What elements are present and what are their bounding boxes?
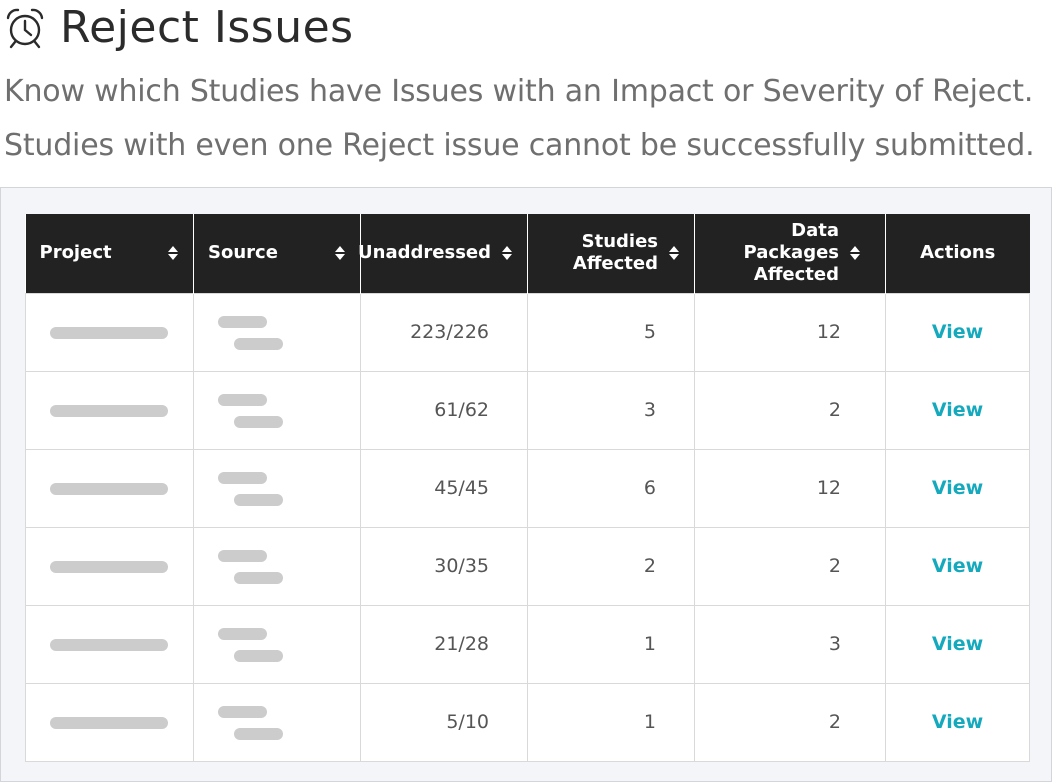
source-placeholder <box>218 705 267 718</box>
table-row: 5/10 1 2 View <box>25 682 1030 762</box>
source-placeholder <box>234 415 283 428</box>
source-cell <box>193 526 361 606</box>
column-label-packages-line2: Affected <box>753 264 839 286</box>
data-packages-affected-cell: 2 <box>694 526 886 606</box>
project-cell <box>25 292 194 372</box>
reject-issues-table: Project Source Unaddressed <box>25 214 1030 762</box>
source-cell <box>193 604 361 684</box>
source-placeholder <box>218 549 267 562</box>
project-placeholder <box>50 716 168 729</box>
source-cell <box>193 292 361 372</box>
column-label-packages-line1: Data Packages <box>743 220 839 264</box>
description-line-1: Know which Studies have Issues with an I… <box>4 74 1034 109</box>
source-placeholder <box>234 571 283 584</box>
sort-icon[interactable] <box>668 245 680 261</box>
column-label-source: Source <box>208 242 278 264</box>
source-placeholder <box>234 337 283 350</box>
description-line-2: Studies with even one Reject issue canno… <box>4 128 1035 163</box>
sort-icon[interactable] <box>167 245 179 261</box>
actions-cell: View <box>885 526 1030 606</box>
source-placeholder <box>234 649 283 662</box>
unaddressed-cell: 61/62 <box>360 370 528 450</box>
column-label-actions: Actions <box>920 242 996 264</box>
unaddressed-cell: 5/10 <box>360 682 528 762</box>
source-placeholder <box>218 471 267 484</box>
table-body: 223/226 5 12 View 61/62 3 2 View 45/45 6 12 View 30/… <box>25 292 1030 762</box>
source-placeholder <box>234 493 283 506</box>
source-cell <box>193 370 361 450</box>
column-label-project: Project <box>39 242 112 264</box>
project-placeholder <box>50 482 168 495</box>
source-cell <box>193 448 361 528</box>
alarm-clock-icon <box>6 8 44 49</box>
studies-affected-cell: 1 <box>527 682 695 762</box>
actions-cell: View <box>885 682 1030 762</box>
actions-cell: View <box>885 448 1030 528</box>
column-header-studies-affected[interactable]: Studies Affected <box>527 214 695 293</box>
unaddressed-cell: 223/226 <box>360 292 528 372</box>
sort-icon[interactable] <box>849 245 861 261</box>
sort-icon[interactable] <box>501 245 513 261</box>
table-row: 61/62 3 2 View <box>25 370 1030 450</box>
project-placeholder <box>50 404 168 417</box>
table-row: 21/28 1 3 View <box>25 604 1030 684</box>
data-packages-affected-cell: 3 <box>694 604 886 684</box>
column-label-studies-affected: Studies Affected <box>573 231 658 275</box>
studies-affected-cell: 5 <box>527 292 695 372</box>
source-cell <box>193 682 361 762</box>
actions-cell: View <box>885 604 1030 684</box>
project-placeholder <box>50 326 168 339</box>
view-link[interactable]: View <box>931 477 984 499</box>
project-cell <box>25 604 194 684</box>
actions-cell: View <box>885 292 1030 372</box>
page-title: Reject Issues <box>60 2 354 53</box>
column-header-project[interactable]: Project <box>25 214 194 293</box>
column-label-studies-line2: Affected <box>572 253 658 275</box>
column-header-unaddressed[interactable]: Unaddressed <box>358 214 528 293</box>
source-placeholder <box>218 627 267 640</box>
column-header-source[interactable]: Source <box>193 214 361 293</box>
sort-icon[interactable] <box>334 245 346 261</box>
studies-affected-cell: 1 <box>527 604 695 684</box>
column-label-studies-line1: Studies <box>581 231 658 253</box>
column-header-actions: Actions <box>885 214 1030 293</box>
title-row: Reject Issues <box>4 2 354 54</box>
actions-cell: View <box>885 370 1030 450</box>
data-packages-affected-cell: 12 <box>694 292 886 372</box>
column-label-unaddressed: Unaddressed <box>358 242 491 264</box>
source-placeholder <box>218 393 267 406</box>
data-packages-affected-cell: 12 <box>694 448 886 528</box>
studies-affected-cell: 2 <box>527 526 695 606</box>
project-cell <box>25 448 194 528</box>
unaddressed-cell: 45/45 <box>360 448 528 528</box>
column-header-data-packages-affected[interactable]: Data Packages Affected <box>694 214 886 293</box>
data-packages-affected-cell: 2 <box>694 682 886 762</box>
table-row: 30/35 2 2 View <box>25 526 1030 606</box>
project-cell <box>25 370 194 450</box>
unaddressed-cell: 30/35 <box>360 526 528 606</box>
table-row: 45/45 6 12 View <box>25 448 1030 528</box>
source-placeholder <box>218 315 267 328</box>
view-link[interactable]: View <box>931 399 984 421</box>
unaddressed-cell: 21/28 <box>360 604 528 684</box>
view-link[interactable]: View <box>931 633 984 655</box>
studies-affected-cell: 3 <box>527 370 695 450</box>
project-placeholder <box>50 560 168 573</box>
table-header-row: Project Source Unaddressed <box>25 214 1030 293</box>
view-link[interactable]: View <box>931 321 984 343</box>
project-cell <box>25 682 194 762</box>
view-link[interactable]: View <box>931 711 984 733</box>
issues-panel: Project Source Unaddressed <box>0 187 1052 782</box>
studies-affected-cell: 6 <box>527 448 695 528</box>
source-placeholder <box>234 727 283 740</box>
table-row: 223/226 5 12 View <box>25 292 1030 372</box>
column-label-data-packages-affected: Data Packages Affected <box>709 220 839 286</box>
project-placeholder <box>50 638 168 651</box>
view-link[interactable]: View <box>931 555 984 577</box>
data-packages-affected-cell: 2 <box>694 370 886 450</box>
project-cell <box>25 526 194 606</box>
